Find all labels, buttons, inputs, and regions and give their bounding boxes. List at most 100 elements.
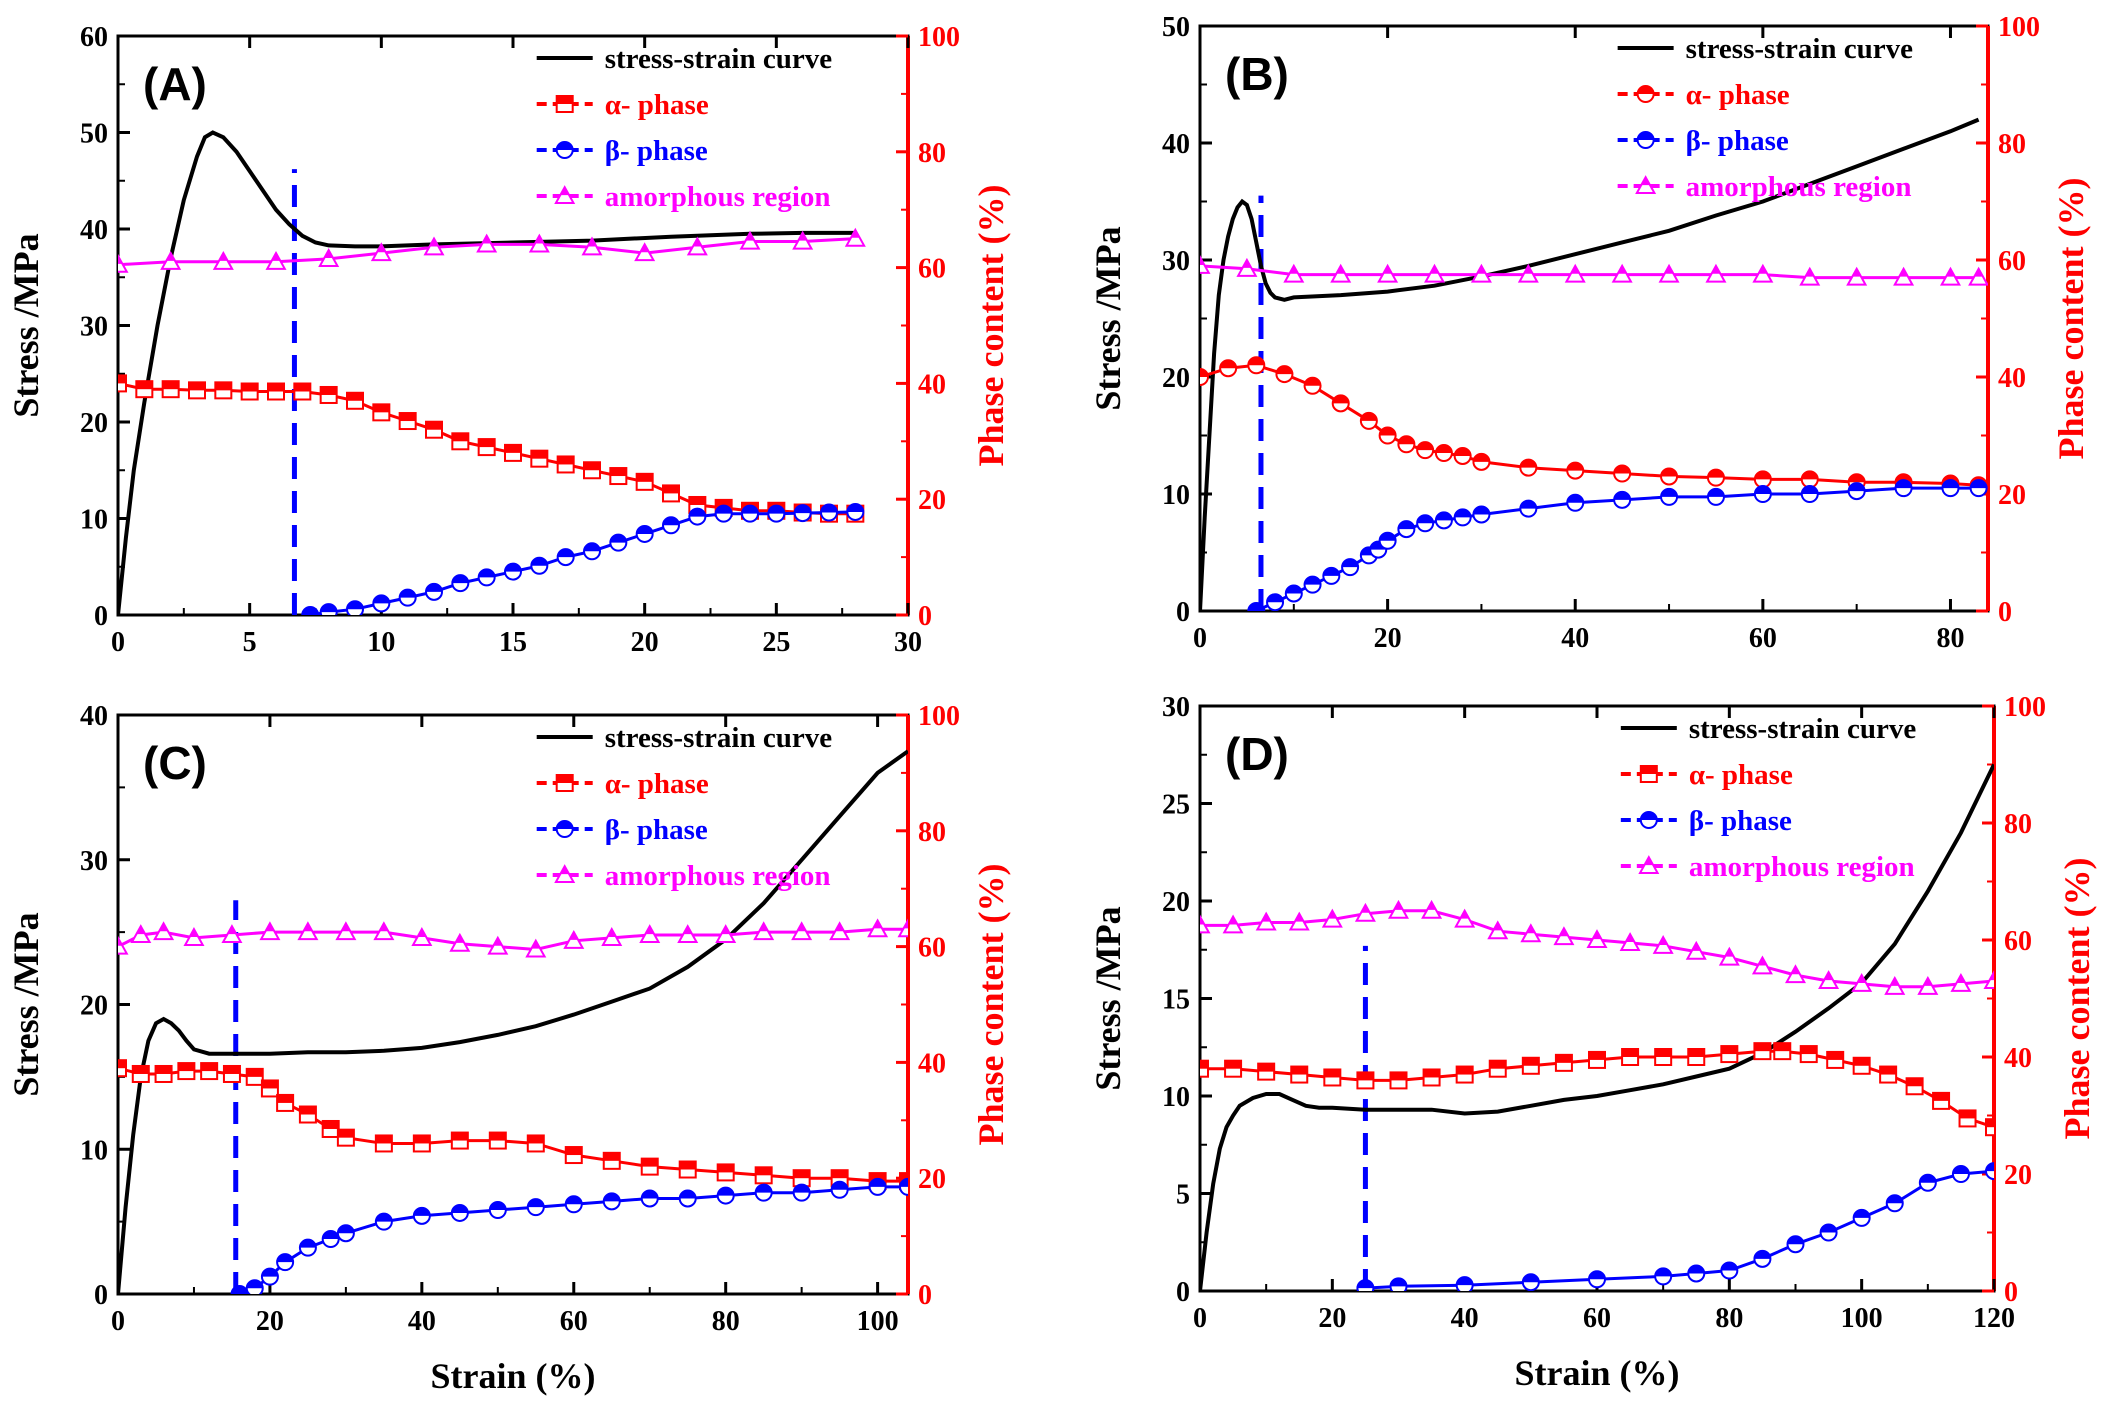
legend-marker-beta-fill xyxy=(556,142,573,150)
data-point-alpha-fill xyxy=(1398,436,1415,445)
data-point-amorphous-fill xyxy=(1294,913,1304,922)
y-tick-label: 10 xyxy=(1162,1082,1190,1113)
y2-tick-label: 100 xyxy=(918,701,960,732)
y2-tick-label: 20 xyxy=(918,485,946,516)
y2-tick-label: 40 xyxy=(918,1048,946,1079)
data-point-amorphous-fill xyxy=(1658,937,1668,945)
data-point-alpha-fill xyxy=(1707,469,1724,478)
data-point-alpha-fill xyxy=(1959,1110,1976,1119)
y-tick-label: 50 xyxy=(80,119,108,150)
data-point-amorphous-fill xyxy=(1711,265,1721,274)
data-point-alpha-fill xyxy=(900,1173,908,1182)
data-point-beta-fill xyxy=(261,1268,278,1277)
y2-tick-label: 80 xyxy=(918,817,946,848)
legend-label-amorphous: amorphous region xyxy=(1686,171,1912,203)
data-point-alpha-fill xyxy=(375,1135,392,1144)
y-tick-label: 30 xyxy=(1162,246,1190,277)
data-point-alpha-fill xyxy=(527,1135,544,1144)
legend-marker-amorphous-fill xyxy=(1644,857,1654,866)
data-point-alpha-fill xyxy=(584,462,600,471)
panel-b: 0 20 40 60 80 0 10 20 30 40 50 0 20 40 60 80 100 Stress /… xyxy=(1088,12,2091,654)
y2-tick-label: 60 xyxy=(1998,246,2026,277)
data-point-beta-fill xyxy=(527,1199,544,1208)
data-point-alpha-fill xyxy=(717,1164,734,1173)
y-tick-label: 40 xyxy=(80,701,108,732)
data-point-beta-fill xyxy=(246,1280,263,1289)
y2-tick-label: 60 xyxy=(918,254,946,285)
y-tick-label: 0 xyxy=(1176,1277,1190,1308)
data-point-alpha-fill xyxy=(413,1135,430,1144)
data-point-alpha-fill xyxy=(793,1170,810,1179)
data-point-amorphous-fill xyxy=(1200,916,1205,925)
data-point-alpha-fill xyxy=(1276,366,1293,375)
data-point-alpha-fill xyxy=(1848,474,1865,483)
panel-a: 0 5 10 15 20 25 300102030405060020406080100Str… xyxy=(6,22,1011,658)
data-point-amorphous xyxy=(1619,932,1641,951)
series-group xyxy=(1200,763,1994,1291)
data-point-amorphous-fill xyxy=(1956,975,1966,983)
data-point-amorphous-fill xyxy=(797,923,807,932)
data-point-beta-fill xyxy=(302,607,319,615)
y2-tick-label: 20 xyxy=(2004,1160,2032,1191)
data-point-amorphous-fill xyxy=(692,238,702,247)
data-point-amorphous-fill xyxy=(640,244,650,253)
data-point-beta-fill xyxy=(426,583,442,592)
data-point-alpha-fill xyxy=(1800,1046,1817,1055)
data-point-beta-fill xyxy=(1787,1236,1804,1245)
y2-tick-label: 60 xyxy=(2004,926,2032,957)
data-point-amorphous-fill xyxy=(136,926,146,935)
data-point-alpha-fill xyxy=(755,1167,772,1176)
legend-label-alpha: α- phase xyxy=(605,768,709,800)
data-point-alpha-fill xyxy=(1324,1069,1341,1078)
data-point-beta-fill xyxy=(451,1204,468,1213)
data-point-amorphous-fill xyxy=(1625,934,1635,943)
data-point-beta-fill xyxy=(452,575,469,584)
data-point-alpha-fill xyxy=(489,1132,506,1141)
data-point-alpha-fill xyxy=(261,1080,278,1089)
data-point-amorphous-fill xyxy=(531,940,541,949)
data-point-alpha-fill xyxy=(1390,1072,1407,1081)
data-point-beta-fill xyxy=(375,1213,392,1222)
data-point-beta-fill xyxy=(847,503,864,512)
legend-label-alpha: α- phase xyxy=(1686,79,1790,111)
x-tick-label: 80 xyxy=(1715,1303,1743,1334)
data-point-alpha-fill xyxy=(603,1152,620,1161)
data-point-beta-fill xyxy=(1886,1195,1903,1204)
data-point-alpha-fill xyxy=(347,392,363,401)
data-point-amorphous-fill xyxy=(1361,904,1370,913)
data-point-amorphous-fill xyxy=(1617,265,1627,274)
data-point-alpha-fill xyxy=(1520,459,1537,468)
data-point-alpha-fill xyxy=(1853,1057,1870,1066)
data-point-amorphous-fill xyxy=(873,920,883,929)
data-point-alpha-fill xyxy=(268,383,284,392)
data-point-beta-fill xyxy=(610,534,627,543)
x-axis-title: Strain (%) xyxy=(1515,1353,1680,1393)
data-point-amorphous-fill xyxy=(1526,925,1536,934)
data-point-amorphous-fill xyxy=(159,923,168,932)
panel-label: (B) xyxy=(1225,48,1289,100)
y-tick-label: 20 xyxy=(1162,363,1190,394)
x-tick-label: 80 xyxy=(1936,623,1964,654)
data-point-beta-fill xyxy=(1707,488,1724,497)
data-point-amorphous-fill xyxy=(1430,265,1439,274)
data-point-beta-fill xyxy=(231,1286,248,1294)
data-point-beta-fill xyxy=(1522,1274,1539,1283)
y2-tick-label: 40 xyxy=(2004,1043,2032,1074)
data-point-alpha-fill xyxy=(1721,1046,1738,1055)
y2-tick-label: 0 xyxy=(918,601,932,632)
y2-tick-label: 80 xyxy=(1998,129,2026,160)
data-point-alpha-fill xyxy=(223,1065,240,1074)
data-point-alpha-fill xyxy=(1456,1066,1473,1075)
data-point-amorphous xyxy=(792,230,814,250)
data-point-alpha-fill xyxy=(505,444,521,453)
data-point-alpha-fill xyxy=(1774,1043,1791,1052)
data-point-amorphous-fill xyxy=(1899,268,1908,277)
data-point-alpha-fill xyxy=(162,381,179,390)
y-tick-label: 20 xyxy=(80,408,108,439)
data-point-alpha-fill xyxy=(641,1158,658,1167)
legend-label-beta: β- phase xyxy=(605,135,708,167)
data-point-alpha-fill xyxy=(426,421,442,430)
data-point-amorphous-fill xyxy=(1289,265,1299,274)
y-tick-label: 20 xyxy=(1162,887,1190,918)
